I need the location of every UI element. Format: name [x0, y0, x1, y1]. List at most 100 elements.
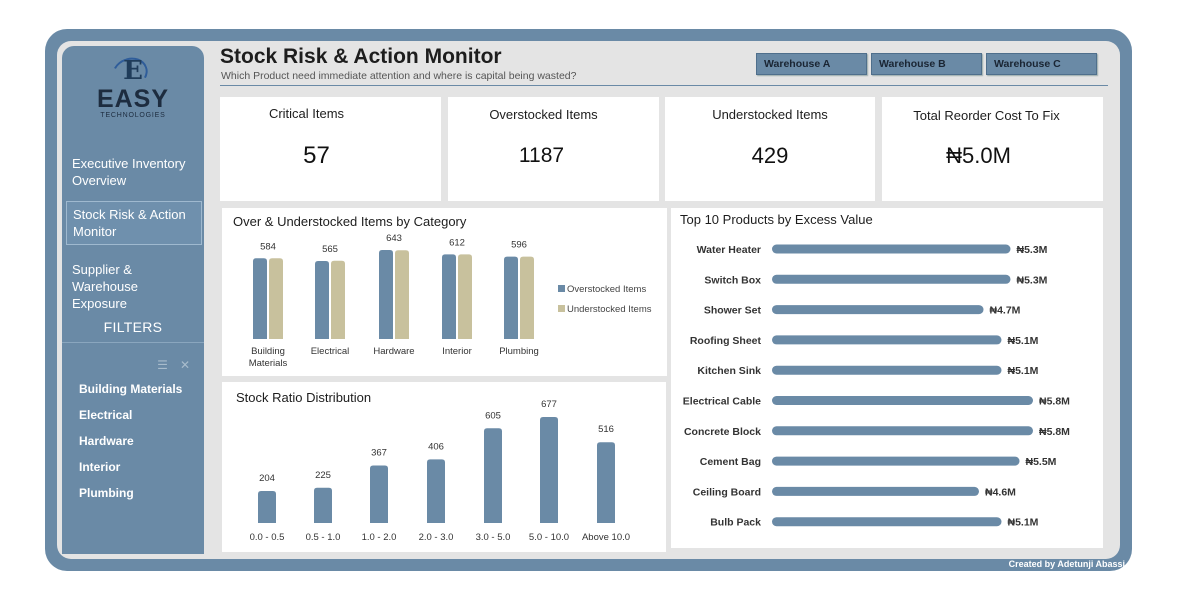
category-tick-label: 1.0 - 2.0 — [362, 532, 397, 543]
filter-plumbing[interactable]: Plumbing — [79, 486, 134, 500]
data-label: ₦4.7M — [990, 305, 1021, 317]
kpi-label: Critical Items — [268, 106, 345, 121]
warehouse-c-button[interactable]: Warehouse C — [986, 53, 1097, 75]
data-label: 204 — [259, 473, 275, 484]
kpi-understocked-items: Understocked Items 429 — [665, 97, 875, 201]
product-label: Water Heater — [697, 244, 761, 256]
ratio-bar — [540, 417, 558, 523]
nav-label-line1: Stock Risk & Action — [73, 207, 186, 222]
category-stock-chart-card: Over & Understocked Items by Category 58… — [222, 208, 667, 376]
data-label: ₦5.1M — [1008, 365, 1039, 377]
multi-select-icon[interactable]: ☰ — [157, 358, 168, 372]
clear-filter-icon[interactable]: ✕ — [179, 358, 190, 372]
kpi-value: 429 — [751, 143, 789, 168]
ratio-bar — [258, 491, 276, 523]
category-tick-label: 2.0 - 3.0 — [419, 532, 454, 543]
category-tick-label: 0.0 - 0.5 — [250, 532, 285, 543]
data-label: ₦5.1M — [1008, 517, 1039, 529]
logo-letter: E — [123, 56, 143, 86]
product-label: Bulb Pack — [710, 517, 761, 529]
nav-label-line1: Executive Inventory — [72, 156, 186, 171]
nav-label-line2: Monitor — [73, 224, 117, 239]
nav-label-line2: Overview — [72, 173, 127, 188]
product-label: Roofing Sheet — [690, 335, 762, 347]
category-tick-label: Above 10.0 — [582, 532, 630, 543]
category-tick-label: 0.5 - 1.0 — [306, 532, 341, 543]
chart-title: Stock Ratio Distribution — [236, 390, 372, 405]
ratio-bar — [597, 442, 615, 523]
slicer-toolbar: ☰ ✕ — [157, 358, 190, 372]
product-label: Electrical Cable — [683, 396, 761, 408]
category-tick-label: Hardware — [373, 346, 414, 357]
stock-ratio-chart: 204 0.0 - 0.5 225 0.5 - 1.0 367 1.0 - 2.0 406 2… — [250, 399, 630, 543]
data-label: 677 — [541, 399, 557, 410]
kpi-critical-items: Critical Items 57 — [220, 97, 441, 201]
filter-interior[interactable]: Interior — [79, 460, 121, 474]
chart-title: Over & Understocked Items by Category — [233, 214, 467, 229]
data-label: 565 — [322, 244, 338, 255]
page-subtitle: Which Product need immediate attention a… — [221, 70, 577, 82]
data-label: 516 — [598, 424, 614, 435]
stock-ratio-chart-card: Stock Ratio Distribution 204 0.0 - 0.5 225… — [222, 382, 666, 552]
data-label: ₦5.1M — [1008, 335, 1039, 347]
page-title: Stock Risk & Action Monitor — [220, 45, 502, 68]
category-tick-label: 5.0 - 10.0 — [529, 532, 569, 543]
product-label: Cement Bag — [700, 456, 761, 468]
data-label: ₦4.6M — [985, 486, 1016, 498]
kpi-overstocked-items: Overstocked Items 1187 — [448, 97, 659, 201]
data-label: 584 — [260, 241, 276, 252]
ratio-bar — [370, 465, 388, 523]
kpi-value: 1187 — [518, 144, 565, 167]
category-tick-label: Building — [251, 346, 285, 357]
understocked-bar — [520, 256, 534, 339]
data-label: 643 — [386, 233, 402, 244]
excess-value-bar — [772, 335, 1002, 345]
nav-stock-risk-action-monitor[interactable]: Stock Risk & Action Monitor — [66, 201, 202, 245]
data-label: 605 — [485, 410, 501, 421]
warehouse-b-button[interactable]: Warehouse B — [871, 53, 982, 75]
data-label: ₦5.3M — [1017, 244, 1048, 256]
data-label: 612 — [449, 237, 465, 248]
data-label: ₦5.8M — [1039, 426, 1070, 438]
data-label: ₦5.8M — [1039, 396, 1070, 408]
kpi-total-reorder-cost: Total Reorder Cost To Fix ₦5.0M — [882, 97, 1103, 201]
data-label: 367 — [371, 448, 387, 459]
ratio-bar — [484, 428, 502, 523]
product-label: Switch Box — [704, 274, 761, 286]
credit-text: Created by Adetunji Abassi — [1008, 559, 1125, 569]
kpi-label: Overstocked Items — [489, 107, 598, 122]
kpi-value: ₦5.0M — [946, 143, 1011, 168]
filter-building-materials[interactable]: Building Materials — [79, 382, 183, 396]
filter-electrical[interactable]: Electrical — [79, 408, 133, 422]
filter-hardware[interactable]: Hardware — [79, 434, 134, 448]
excess-value-bar — [772, 517, 1002, 527]
excess-value-bar — [772, 396, 1033, 405]
product-label: Concrete Block — [684, 426, 761, 438]
legend-label: Overstocked Items — [567, 284, 646, 295]
category-tick-label: Plumbing — [499, 346, 539, 357]
nav-label-line1: Supplier & — [72, 262, 132, 277]
excess-value-bar — [772, 305, 984, 315]
nav-executive-inventory-overview[interactable]: Executive Inventory Overview — [66, 151, 202, 193]
understocked-bar — [331, 260, 345, 339]
data-label: ₦5.3M — [1017, 274, 1048, 286]
excess-value-bar — [772, 274, 1011, 284]
understocked-bar — [458, 254, 472, 339]
excess-value-bar — [772, 365, 1002, 375]
nav-supplier-warehouse-exposure[interactable]: Supplier & Warehouse Exposure — [66, 257, 202, 316]
logo-name: EASY — [96, 85, 170, 113]
legend-swatch — [558, 305, 565, 312]
warehouse-a-button[interactable]: Warehouse A — [756, 53, 867, 75]
product-label: Ceiling Board — [693, 486, 761, 498]
kpi-value: 57 — [303, 142, 330, 169]
ratio-bar — [427, 459, 445, 523]
excess-value-bar — [772, 486, 979, 496]
overstocked-bar — [315, 261, 329, 339]
nav-label-line2: Warehouse Exposure — [72, 279, 138, 311]
sidebar: E EASY TECHNOLOGIES Executive Inventory … — [62, 46, 204, 554]
data-label: ₦5.5M — [1026, 456, 1057, 468]
legend-label: Understocked Items — [567, 304, 652, 315]
understocked-bar — [395, 250, 409, 339]
data-label: 596 — [511, 240, 527, 251]
